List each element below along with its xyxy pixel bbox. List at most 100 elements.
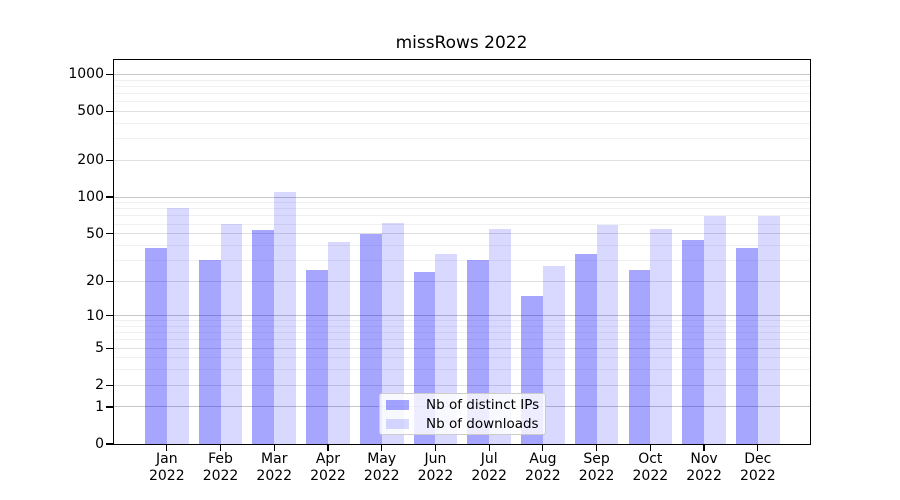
gridline-minor [114, 215, 810, 217]
gridline-major [114, 159, 810, 161]
bar-dec-downloads [757, 215, 780, 444]
y-tick-label: 50 [86, 225, 104, 242]
x-tick-year: 2022 [471, 468, 507, 484]
y-tick-label: 20 [86, 273, 104, 290]
x-tick-year: 2022 [417, 468, 454, 484]
x-tick-month: Feb [208, 451, 233, 467]
y-tick-label: 5 [95, 340, 104, 357]
x-tick-label: Mar 2022 [232, 451, 316, 485]
x-tick-label: Jan 2022 [125, 451, 209, 485]
bar-jul-downloads [489, 228, 511, 444]
gridline-minor [114, 244, 810, 246]
x-tick-mark [166, 445, 168, 451]
bar-mar-distinct-ips [252, 229, 275, 444]
gridline-major [114, 384, 810, 386]
gridline-major [114, 73, 810, 75]
gridline-minor [114, 320, 810, 322]
bar-jan-distinct-ips [145, 247, 167, 444]
gridline-major [114, 110, 810, 112]
x-tick-month: Oct [638, 451, 663, 467]
bar-nov-distinct-ips [682, 240, 705, 444]
gridline-major [114, 196, 810, 198]
gridline-minor [114, 101, 810, 103]
y-tick-mark [106, 443, 113, 445]
legend-swatch-downloads [386, 418, 409, 429]
gridline-minor [114, 138, 810, 140]
y-tick-mark [106, 110, 113, 112]
y-tick-mark [106, 233, 113, 235]
x-tick-label: Feb 2022 [179, 451, 263, 485]
bar-dec-distinct-ips [735, 247, 758, 444]
plot-area [106, 59, 811, 451]
y-tick-label: 100 [77, 189, 104, 206]
gridline-major [114, 315, 810, 317]
y-tick-mark [106, 196, 113, 198]
bar-feb-distinct-ips [198, 260, 221, 444]
y-tick-label: 200 [77, 152, 104, 169]
bar-sep-downloads [596, 224, 619, 444]
y-tick-mark [106, 315, 113, 317]
legend-label-downloads: Nb of downloads [426, 415, 539, 432]
y-tick-label: 500 [77, 103, 104, 120]
x-tick-mark [596, 445, 598, 451]
x-tick-label: Jul 2022 [447, 451, 531, 485]
bar-oct-downloads [650, 228, 673, 444]
x-tick-year: 2022 [686, 468, 722, 484]
gridline-minor [114, 369, 810, 371]
gridline-minor [114, 122, 810, 124]
x-tick-mark [488, 445, 490, 451]
legend-swatch-distinct-ips [386, 399, 409, 410]
y-tick-mark [106, 406, 113, 408]
y-tick-label: 10 [86, 307, 104, 324]
gridline-major [114, 233, 810, 235]
x-tick-year: 2022 [578, 468, 615, 484]
x-tick-mark [219, 445, 222, 451]
y-tick-mark [106, 384, 113, 386]
y-tick-label: 1000 [68, 66, 104, 83]
x-tick-year: 2022 [148, 468, 185, 484]
legend: Nb of distinct IPs Nb of downloads [379, 393, 546, 435]
y-tick-label: 2 [95, 377, 104, 394]
x-tick-month: Dec [744, 451, 772, 467]
gridline-minor [114, 202, 810, 204]
y-tick-mark [106, 73, 113, 75]
x-tick-year: 2022 [310, 468, 346, 484]
bar-mar-downloads [274, 192, 297, 444]
x-tick-mark [542, 445, 544, 451]
x-tick-year: 2022 [525, 468, 561, 484]
y-tick-mark [106, 280, 113, 282]
bar-may-downloads [381, 223, 404, 444]
x-tick-label: Nov 2022 [662, 451, 746, 485]
y-tick-mark [106, 347, 113, 349]
x-tick-month: Jul [480, 451, 498, 467]
gridline-minor [114, 208, 810, 210]
x-tick-month: Jun [424, 451, 447, 467]
x-tick-year: 2022 [256, 468, 293, 484]
bar-oct-distinct-ips [628, 269, 651, 444]
x-tick-month: Mar [261, 451, 288, 467]
x-tick-month: Sep [583, 451, 610, 467]
gridline-minor [114, 79, 810, 81]
bar-aug-downloads [542, 265, 565, 444]
gridline-minor [114, 259, 810, 261]
gridline-minor [114, 325, 810, 327]
x-tick-mark [381, 445, 383, 451]
bar-may-distinct-ips [359, 233, 382, 444]
x-tick-year: 2022 [202, 468, 239, 484]
gridline-minor [114, 92, 810, 94]
x-tick-year: 2022 [363, 468, 400, 484]
gridline-minor [114, 339, 810, 341]
gridline-minor [114, 223, 810, 225]
legend-label-distinct-ips: Nb of distinct IPs [426, 396, 540, 413]
x-tick-label: May 2022 [340, 451, 424, 485]
x-tick-label: Jun 2022 [393, 451, 477, 485]
x-tick-mark [703, 445, 705, 451]
bar-nov-downloads [704, 215, 726, 444]
x-tick-label: Aug 2022 [501, 451, 585, 485]
x-tick-mark [273, 445, 275, 451]
x-tick-mark [649, 445, 651, 451]
x-tick-month: Jan [156, 451, 178, 467]
gridline-major [114, 347, 810, 349]
x-tick-month: Aug [529, 451, 557, 467]
bar-feb-downloads [220, 224, 243, 444]
